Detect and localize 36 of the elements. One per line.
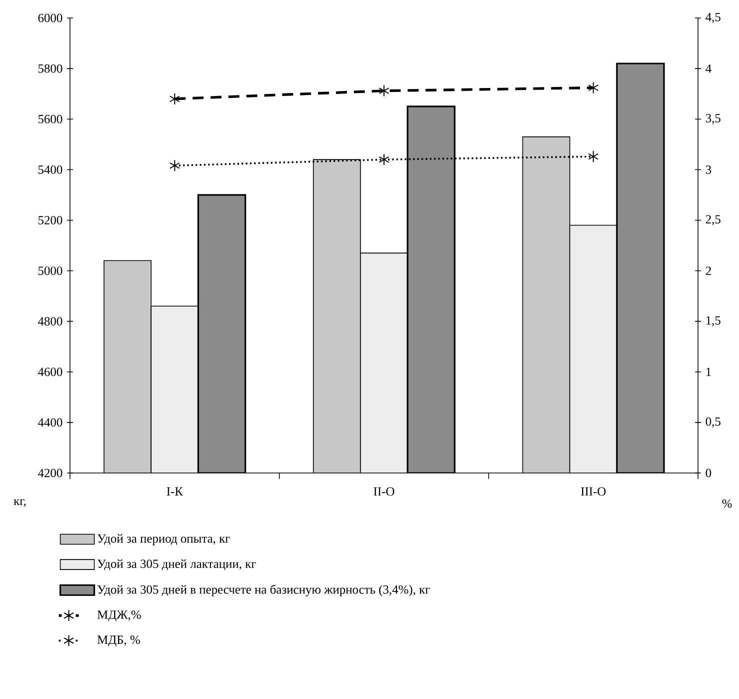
y-tick-label: 6000: [38, 14, 62, 22]
y-tick-label: 4800: [38, 317, 62, 326]
x-tick-label: III-О: [581, 487, 606, 496]
legend-label: Удой за 305 дней лактации, кг: [97, 559, 256, 570]
y2-tick-label: 4,5: [706, 12, 720, 24]
y2-tick-label: 3: [706, 165, 712, 174]
x-tick-label: II-О: [374, 487, 394, 496]
y2-tick-label: 1: [706, 368, 711, 376]
point: [378, 154, 390, 166]
y-tick-label: 4400: [38, 418, 62, 427]
y-axis-title: кг,: [14, 499, 26, 507]
y-tick-label: 4200: [38, 468, 62, 478]
point: [588, 82, 599, 94]
legend-label: Удой за 305 дней в пересчете на базисную жирность (3,4%), кг: [97, 584, 430, 596]
legend-label: МДБ, %: [97, 636, 140, 646]
legend-label: МДЖ,%: [97, 610, 141, 622]
y2-tick-label: 0: [706, 468, 712, 478]
x-tick-label: I-К: [166, 487, 184, 496]
point: [169, 92, 180, 105]
y2-tick-label: 2,5: [706, 215, 720, 226]
y2-tick-label: 3,5: [706, 114, 720, 124]
y-tick-label: 5600: [38, 114, 62, 124]
y2-tick-label: 1,5: [706, 316, 720, 326]
point: [588, 150, 599, 162]
y-tick-label: 5800: [38, 64, 62, 73]
y2-tick-label: 2: [706, 266, 711, 275]
point: [378, 84, 390, 97]
point: [169, 160, 180, 172]
y-tick-label: 4600: [38, 368, 62, 376]
y2-tick-label: 0,5: [706, 417, 720, 428]
y2-axis-title: %: [722, 499, 732, 508]
y2-tick-label: 4: [706, 64, 712, 73]
y-tick-label: 5000: [38, 266, 62, 275]
legend-label: Удой за период опыта, кг: [97, 534, 230, 546]
y-tick-label: 5400: [38, 165, 62, 174]
y-tick-label: 5200: [38, 216, 62, 224]
